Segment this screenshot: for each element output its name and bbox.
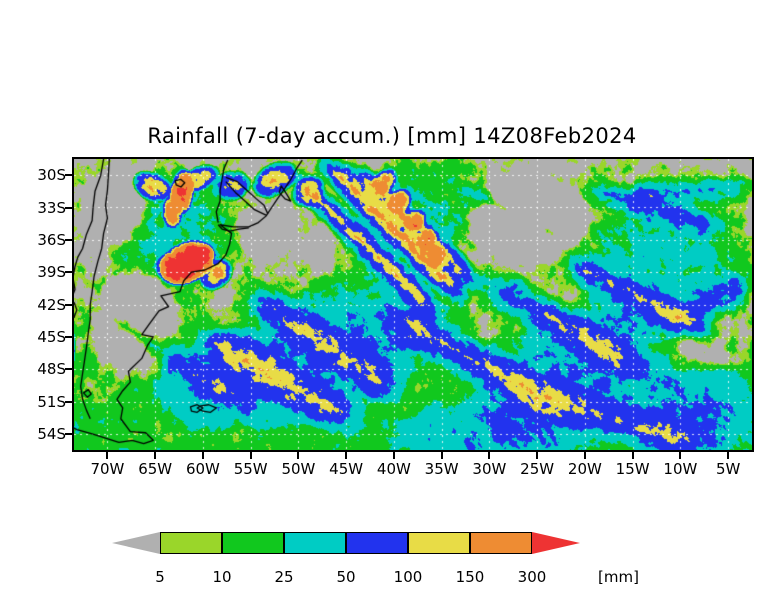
y-tick-mark xyxy=(65,238,72,241)
x-tick-label-15W: 15W xyxy=(615,460,650,478)
x-tick-mark xyxy=(727,452,730,459)
y-tick-label-30S: 30S xyxy=(37,166,66,185)
y-tick-mark xyxy=(65,303,72,306)
colorbar-label-25: 25 xyxy=(274,568,294,586)
x-tick-mark xyxy=(249,452,252,459)
y-tick-label-36S: 36S xyxy=(37,230,66,249)
colorbar-label-10: 10 xyxy=(212,568,232,586)
x-tick-label-60W: 60W xyxy=(185,460,220,478)
x-tick-label-40W: 40W xyxy=(376,460,411,478)
x-tick-mark xyxy=(488,452,491,459)
x-tick-label-30W: 30W xyxy=(472,460,507,478)
colorbar-segment-6 xyxy=(470,532,532,554)
x-tick-mark xyxy=(106,452,109,459)
colorbar-cap-low xyxy=(112,532,160,554)
x-tick-label-5W: 5W xyxy=(715,460,741,478)
x-tick-label-70W: 70W xyxy=(90,460,125,478)
y-tick-label-51S: 51S xyxy=(37,392,66,411)
y-tick-mark xyxy=(65,271,72,274)
x-tick-label-35W: 35W xyxy=(424,460,459,478)
x-tick-mark xyxy=(201,452,204,459)
colorbar-label-300: 300 xyxy=(517,568,547,586)
map-plot-area: 30S 33S 36S 39S 42S 45S 48S 51S 54S 70W 65W 60W 55W… xyxy=(37,157,754,478)
y-tick-mark xyxy=(65,206,72,209)
x-tick-mark xyxy=(440,452,443,459)
y-tick-mark xyxy=(65,368,72,371)
y-tick-label-45S: 45S xyxy=(37,327,66,346)
colorbar-cap-high xyxy=(532,532,580,554)
rainfall-heatmap xyxy=(74,159,752,450)
colorbar: 5 10 25 50 100 150 300 [mm] xyxy=(112,532,639,586)
y-tick-mark xyxy=(65,335,72,338)
x-tick-mark xyxy=(583,452,586,459)
x-tick-mark xyxy=(297,452,300,459)
y-tick-mark xyxy=(65,400,72,403)
colorbar-label-5: 5 xyxy=(155,568,165,586)
y-tick-label-39S: 39S xyxy=(37,263,66,282)
y-tick-label-33S: 33S xyxy=(37,198,66,217)
x-tick-mark xyxy=(631,452,634,459)
colorbar-label-100: 100 xyxy=(393,568,423,586)
x-tick-mark xyxy=(154,452,157,459)
colorbar-label-50: 50 xyxy=(336,568,356,586)
x-tick-mark xyxy=(679,452,682,459)
colorbar-label-150: 150 xyxy=(455,568,485,586)
x-tick-mark xyxy=(392,452,395,459)
colorbar-segment-2 xyxy=(222,532,284,554)
x-tick-label-55W: 55W xyxy=(233,460,268,478)
y-tick-mark xyxy=(65,432,72,435)
colorbar-segment-3 xyxy=(284,532,346,554)
x-tick-label-45W: 45W xyxy=(329,460,364,478)
colorbar-segment-5 xyxy=(408,532,470,554)
y-tick-label-48S: 48S xyxy=(37,360,66,379)
y-tick-label-54S: 54S xyxy=(37,424,66,443)
x-tick-label-65W: 65W xyxy=(138,460,173,478)
page-title: Rainfall (7-day accum.) [mm] 14Z08Feb202… xyxy=(147,124,637,148)
x-tick-label-20W: 20W xyxy=(567,460,602,478)
colorbar-unit-label: [mm] xyxy=(598,568,639,586)
colorbar-segment-4 xyxy=(346,532,408,554)
map-frame xyxy=(72,157,754,452)
x-tick-mark xyxy=(345,452,348,459)
y-tick-label-42S: 42S xyxy=(37,295,66,314)
colorbar-segment-1 xyxy=(160,532,222,554)
x-tick-mark xyxy=(536,452,539,459)
colorbar-legend: 5 10 25 50 100 150 300 [mm] xyxy=(0,520,784,586)
x-tick-label-10W: 10W xyxy=(663,460,698,478)
x-tick-label-50W: 50W xyxy=(281,460,316,478)
x-tick-label-25W: 25W xyxy=(520,460,555,478)
y-tick-mark xyxy=(65,174,72,177)
